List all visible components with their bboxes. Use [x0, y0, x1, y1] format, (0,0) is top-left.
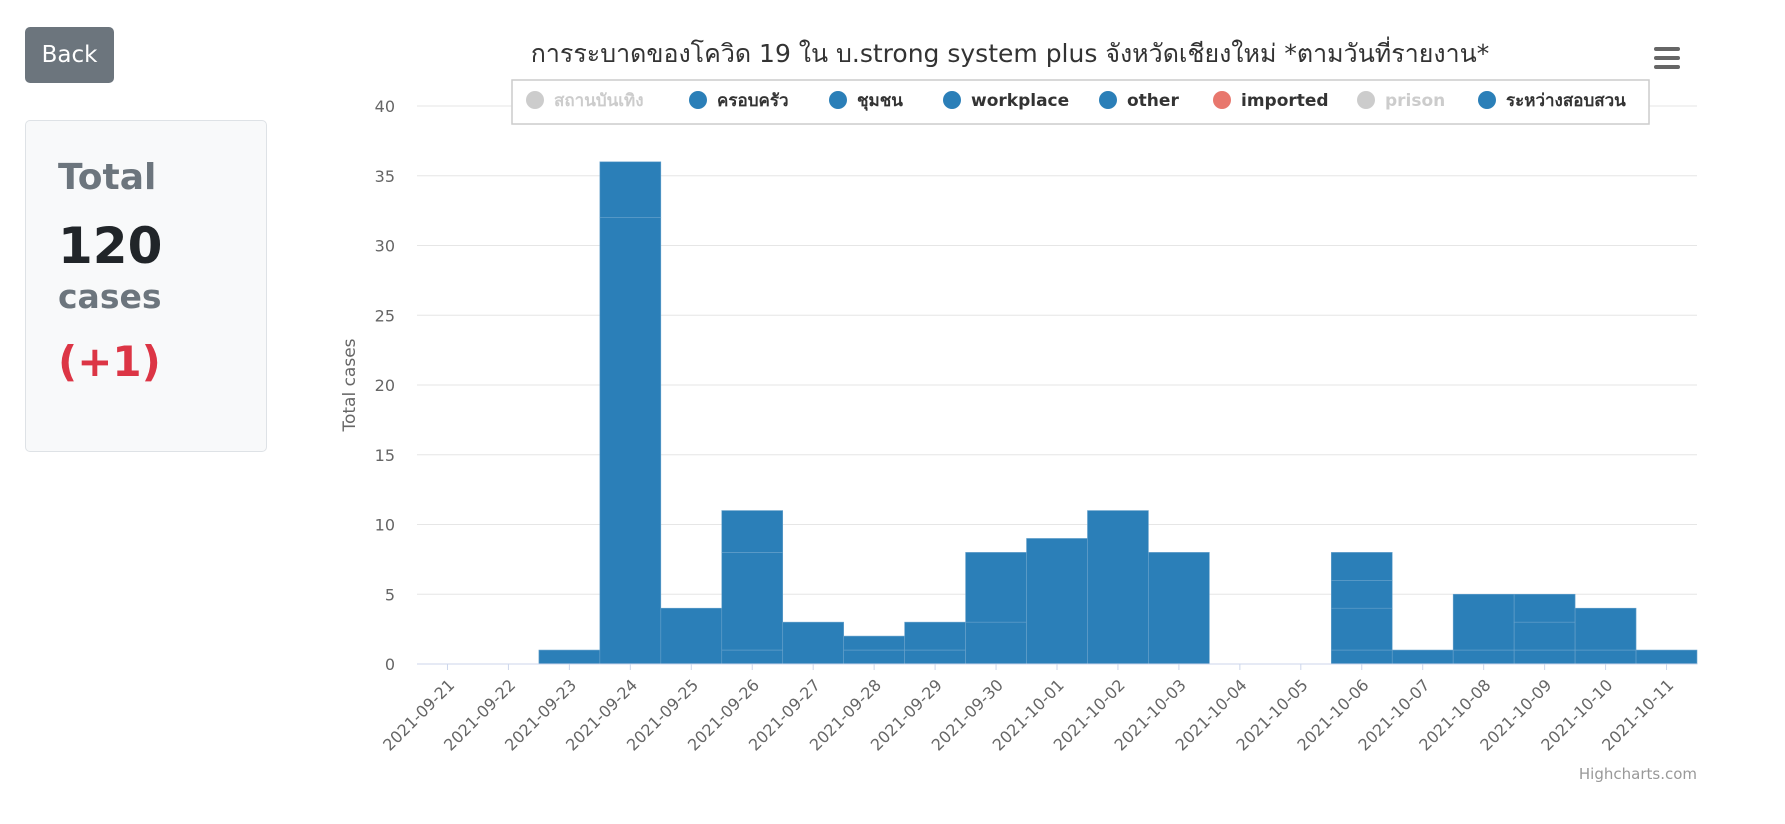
- legend-label: other: [1127, 91, 1179, 111]
- legend-item[interactable]: prison: [1357, 91, 1445, 111]
- bar-segment[interactable]: [1574, 607, 1637, 651]
- total-cases-card: Total 120 cases (+1): [25, 120, 267, 452]
- total-label: Total: [58, 157, 157, 198]
- legend-label: ระหว่างสอบสวน: [1506, 91, 1626, 111]
- chart-menu-button[interactable]: [1648, 38, 1688, 74]
- y-tick-label: 0: [385, 655, 395, 674]
- bar-segment[interactable]: [843, 649, 905, 665]
- legend-label: workplace: [971, 91, 1069, 111]
- legend-marker: [943, 91, 961, 109]
- y-tick-label: 10: [375, 516, 395, 535]
- bar-segment[interactable]: [1391, 649, 1454, 665]
- bar-segment[interactable]: [965, 621, 1027, 665]
- bar-segment[interactable]: [721, 552, 784, 651]
- bar-segment[interactable]: [1330, 579, 1393, 609]
- bar-segment[interactable]: [721, 649, 784, 665]
- bar-segment[interactable]: [721, 510, 784, 553]
- bar-segment[interactable]: [1330, 649, 1393, 665]
- bar-segment[interactable]: [1026, 538, 1088, 665]
- bar-segment[interactable]: [904, 649, 966, 665]
- legend-marker: [1357, 91, 1375, 109]
- bar-segment[interactable]: [599, 217, 662, 665]
- bar-segment[interactable]: [1513, 593, 1576, 623]
- legend-item[interactable]: workplace: [943, 91, 1069, 111]
- y-tick-label: 30: [375, 237, 395, 256]
- back-button[interactable]: Back: [25, 27, 114, 83]
- bars: [538, 161, 1698, 665]
- legend-label: ครอบครัว: [717, 91, 789, 111]
- legend-marker: [1213, 91, 1231, 109]
- bar-segment[interactable]: [1330, 607, 1393, 651]
- y-tick-label: 40: [375, 97, 395, 116]
- legend-marker: [1099, 91, 1117, 109]
- legend-item[interactable]: สถานบันเทิง: [526, 91, 644, 111]
- legend-label: สถานบันเทิง: [554, 91, 644, 111]
- y-tick-label: 15: [375, 446, 395, 465]
- legend-label: ชุมชน: [857, 91, 903, 111]
- legend-marker: [526, 91, 544, 109]
- legend-label: prison: [1385, 91, 1445, 111]
- chart-title: การระบาดของโควิด 19 ใน บ.strong system p…: [531, 36, 1489, 68]
- total-delta: (+1): [58, 337, 161, 386]
- bar-segment[interactable]: [1574, 649, 1637, 665]
- bar-segment[interactable]: [1087, 510, 1149, 665]
- legend-item[interactable]: ครอบครัว: [689, 91, 789, 111]
- legend-item[interactable]: other: [1099, 91, 1179, 111]
- y-tick-label: 5: [385, 585, 395, 604]
- bar-segment[interactable]: [1513, 649, 1576, 665]
- bar-segment[interactable]: [1148, 552, 1210, 665]
- menu-icon: [1654, 47, 1680, 51]
- bar-segment[interactable]: [599, 161, 662, 218]
- legend: สถานบันเทิง ครอบครัว ชุมชน workplace other im…: [511, 79, 1650, 125]
- legend-item[interactable]: ชุมชน: [829, 91, 903, 111]
- bar-segment[interactable]: [965, 552, 1027, 623]
- bar-segment[interactable]: [660, 607, 723, 665]
- legend-item[interactable]: ระหว่างสอบสวน: [1478, 91, 1626, 111]
- bar-segment[interactable]: [538, 649, 601, 665]
- y-tick-label: 25: [375, 306, 395, 325]
- total-count: 120: [58, 217, 163, 275]
- total-unit: cases: [58, 277, 162, 316]
- y-tick-label: 35: [375, 167, 395, 186]
- bar-segment[interactable]: [782, 621, 844, 665]
- bar-segment[interactable]: [1452, 649, 1515, 665]
- bar-segment[interactable]: [1635, 649, 1698, 665]
- y-axis-title: Total cases: [340, 338, 360, 432]
- legend-marker: [689, 91, 707, 109]
- legend-marker: [1478, 91, 1496, 109]
- legend-marker: [829, 91, 847, 109]
- bar-segment[interactable]: [904, 621, 966, 651]
- legend-item[interactable]: imported: [1213, 91, 1329, 111]
- y-tick-labels: 0 5 10 15 20 25 30 35 40: [375, 97, 395, 674]
- bar-segment[interactable]: [1330, 552, 1393, 581]
- bar-segment[interactable]: [1513, 621, 1576, 651]
- y-tick-label: 20: [375, 376, 395, 395]
- x-tick-labels: 2021-09-212021-09-222021-09-232021-09-24…: [379, 664, 1677, 755]
- credits-link[interactable]: Highcharts.com: [1579, 765, 1697, 783]
- legend-label: imported: [1241, 91, 1329, 111]
- bar-segment[interactable]: [1452, 593, 1515, 651]
- bar-segment[interactable]: [843, 635, 905, 651]
